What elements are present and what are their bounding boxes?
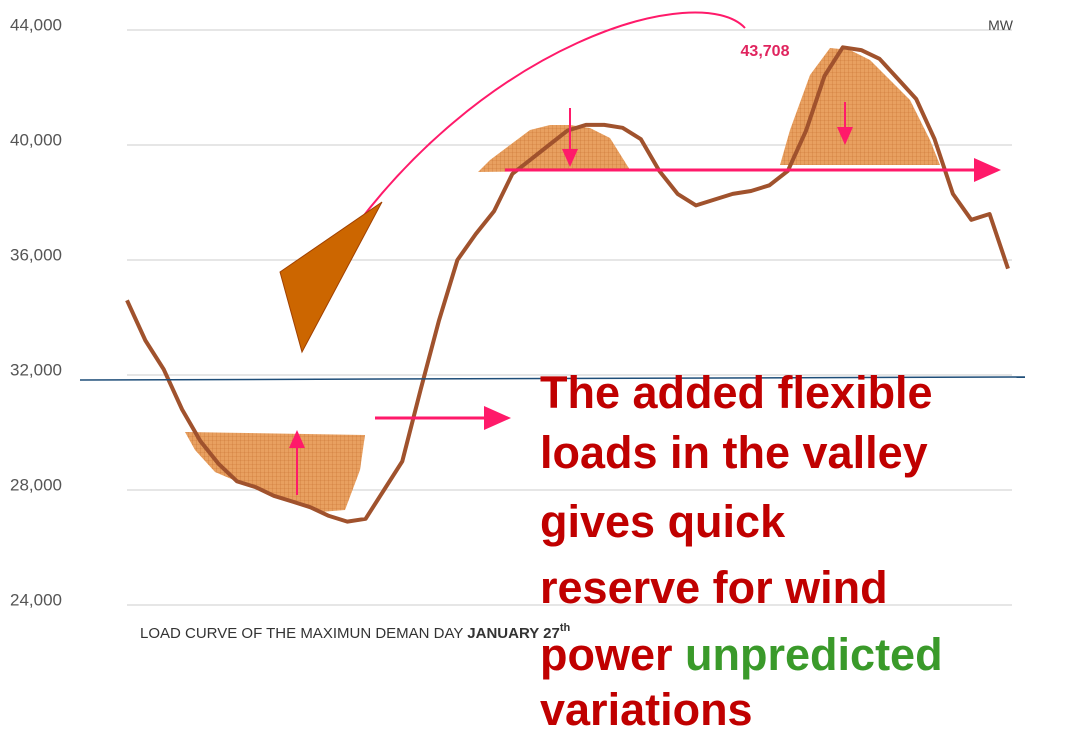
callout-line: The added flexible (540, 367, 933, 418)
callout-line: gives quick (540, 496, 786, 547)
arrow-head (279, 201, 383, 354)
callout-text: power (540, 629, 673, 680)
unit-label: MW (988, 17, 1014, 33)
y-tick-label: 24,000 (10, 590, 62, 609)
y-tick-label: 28,000 (10, 475, 62, 494)
callout: The added flexible loads in the valley g… (540, 367, 943, 735)
threshold-line (79, 376, 1026, 381)
callout-line: reserve for wind (540, 562, 888, 613)
callout-line: power unpredicted (540, 629, 943, 680)
callout-highlight: unpredicted (685, 629, 943, 680)
callout-line: loads in the valley (540, 427, 928, 478)
y-tick-label: 40,000 (10, 130, 62, 149)
callout-line: variations (540, 684, 753, 735)
y-tick-label: 36,000 (10, 245, 62, 264)
curved-arrow (334, 11, 746, 256)
valley-fill (185, 432, 365, 512)
y-tick-label: 32,000 (10, 360, 62, 379)
caption: LOAD CURVE OF THE MAXIMUN DEMAN DAY JANU… (140, 622, 570, 642)
caption-text: LOAD CURVE OF THE MAXIMUN DEMAN DAY (140, 625, 467, 642)
peak-fill (780, 48, 940, 165)
load-curve (125, 45, 1010, 524)
caption-date: JANUARY 27 (467, 625, 560, 642)
y-tick-label: 44,000 (10, 15, 62, 34)
peak-fill (478, 125, 630, 172)
caption-sup: th (560, 622, 571, 634)
peak-label: 43,708 (741, 43, 790, 60)
